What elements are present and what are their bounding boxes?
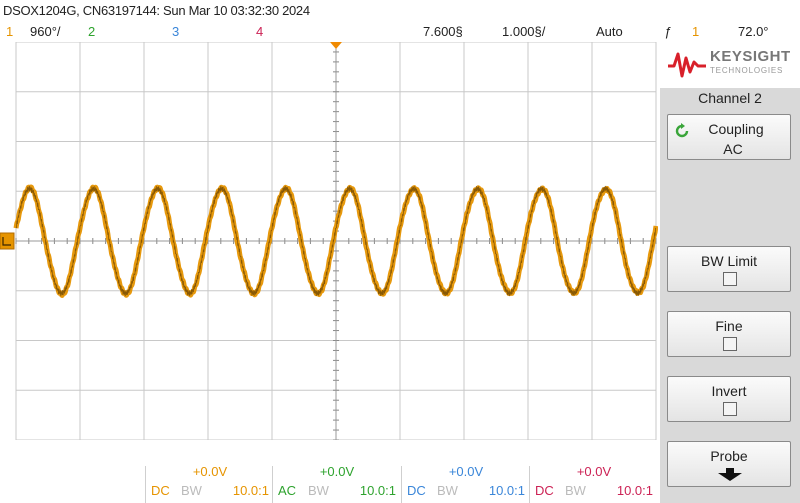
trigger-level[interactable]: 72.0° xyxy=(738,24,769,39)
ch4-coupling: DC xyxy=(535,483,554,498)
invert-checkbox[interactable] xyxy=(723,402,737,416)
brand-name: KEYSIGHT xyxy=(710,48,791,65)
ch3-probe: 10.0:1 xyxy=(488,483,525,498)
bw-limit-label: BW Limit xyxy=(701,253,757,269)
ch3-offset: +0.0V xyxy=(448,464,484,479)
ch1-scale[interactable]: 960°/ xyxy=(30,24,61,39)
divider xyxy=(401,466,402,503)
ch1-bw: BW xyxy=(181,483,202,498)
bw-limit-softkey[interactable]: BW Limit xyxy=(667,246,791,292)
fine-softkey[interactable]: Fine xyxy=(667,311,791,357)
ch3-info[interactable]: +0.0V DC BW 10.0:1 xyxy=(403,464,529,503)
fine-label: Fine xyxy=(715,318,743,334)
ch1-offset: +0.0V xyxy=(192,464,228,479)
ch3-coupling: DC xyxy=(407,483,426,498)
graticule xyxy=(0,42,658,440)
ch1-probe: 10.0:1 xyxy=(232,483,269,498)
ch1-coupling: DC xyxy=(151,483,170,498)
divider xyxy=(145,466,146,503)
fine-checkbox[interactable] xyxy=(723,337,737,351)
ch4-number[interactable]: 4 xyxy=(256,24,264,39)
trigger-source[interactable]: 1 xyxy=(692,24,700,39)
probe-label: Probe xyxy=(710,448,748,464)
keysight-wave-icon xyxy=(668,52,706,78)
softkey-panel: KEYSIGHT TECHNOLOGIES Channel 2 Coupling… xyxy=(660,40,800,503)
brand-subtitle: TECHNOLOGIES xyxy=(710,66,784,75)
ch3-number[interactable]: 3 xyxy=(172,24,180,39)
divider xyxy=(272,466,273,503)
ch2-bw: BW xyxy=(308,483,329,498)
ch3-bw: BW xyxy=(437,483,458,498)
submenu-arrow-icon xyxy=(718,468,742,481)
invert-softkey[interactable]: Invert xyxy=(667,376,791,422)
channel-info-bar: +0.0V DC BW 10.0:1 +0.0V AC BW 10.0:1 +0… xyxy=(0,464,658,503)
ch4-offset: +0.0V xyxy=(576,464,612,479)
ch2-info[interactable]: +0.0V AC BW 10.0:1 xyxy=(274,464,400,503)
coupling-label: Coupling xyxy=(708,121,764,137)
bw-limit-checkbox[interactable] xyxy=(723,272,737,286)
rotate-icon xyxy=(675,123,689,138)
probe-softkey[interactable]: Probe xyxy=(667,441,791,487)
trigger-edge-icon: ƒ xyxy=(664,24,672,39)
time-scale[interactable]: 1.000§/ xyxy=(502,24,546,39)
ch4-bw: BW xyxy=(565,483,586,498)
coupling-softkey[interactable]: Coupling AC xyxy=(667,114,791,160)
trigger-position-marker xyxy=(330,42,342,49)
window-title: DSOX1204G, CN63197144: Sun Mar 10 03:32:… xyxy=(3,3,310,18)
invert-label: Invert xyxy=(711,383,747,399)
ch4-probe: 10.0:1 xyxy=(616,483,653,498)
ch1-ground-icon xyxy=(2,237,11,246)
ch1-number[interactable]: 1 xyxy=(6,24,14,39)
ch4-info[interactable]: +0.0V DC BW 10.0:1 xyxy=(531,464,657,503)
coupling-value: AC xyxy=(723,141,743,157)
ch1-ground-marker xyxy=(0,232,15,250)
ch2-coupling: AC xyxy=(278,483,297,498)
menu-title: Channel 2 xyxy=(698,90,762,106)
brand-logo: KEYSIGHT TECHNOLOGIES xyxy=(660,40,800,88)
ch1-waveform-noise xyxy=(15,185,657,297)
status-bar: 1 960°/ 2 3 4 7.600§ 1.000§/ Auto ƒ 1 72… xyxy=(0,22,800,42)
ch2-offset: +0.0V xyxy=(319,464,355,479)
trigger-mode[interactable]: Auto xyxy=(596,24,623,39)
ch1-info[interactable]: +0.0V DC BW 10.0:1 xyxy=(147,464,273,503)
divider xyxy=(529,466,530,503)
ch2-probe: 10.0:1 xyxy=(359,483,396,498)
waveform-display[interactable] xyxy=(0,42,658,440)
time-position[interactable]: 7.600§ xyxy=(423,24,463,39)
ch2-number[interactable]: 2 xyxy=(88,24,96,39)
